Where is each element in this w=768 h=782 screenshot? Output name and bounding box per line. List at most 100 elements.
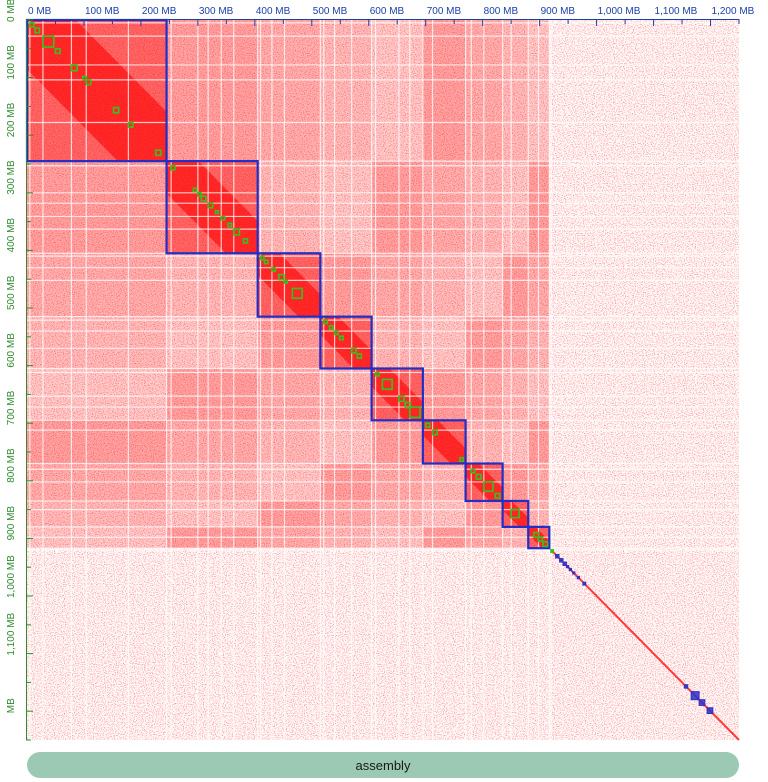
contig-box bbox=[207, 202, 214, 209]
left-axis-tick-label: 400 MB bbox=[6, 218, 17, 253]
chromosome-box bbox=[527, 525, 551, 550]
contig-box bbox=[277, 273, 285, 281]
scaffold-box bbox=[683, 684, 689, 689]
inter-chromosome-block bbox=[502, 316, 529, 369]
chromosome-box bbox=[421, 419, 467, 465]
left-axis-tick-label: 0 MB bbox=[6, 0, 17, 22]
inter-chromosome-block bbox=[502, 20, 529, 162]
scaffold-box bbox=[706, 707, 714, 715]
inter-chromosome-block bbox=[27, 420, 167, 464]
contig-box bbox=[192, 187, 198, 193]
contig-box bbox=[533, 531, 540, 539]
contig-box bbox=[42, 35, 55, 48]
top-axis-tick-label: 200 MB bbox=[142, 6, 177, 17]
contig-box bbox=[404, 401, 412, 409]
scaffold-box bbox=[582, 581, 587, 586]
contig-box bbox=[381, 378, 393, 391]
contig-box bbox=[85, 79, 92, 86]
top-axis-tick-label: 0 MB bbox=[28, 6, 52, 17]
chromosome-diagonal-signal bbox=[27, 20, 167, 162]
inter-chromosome-block bbox=[166, 253, 258, 317]
contig-box bbox=[54, 47, 61, 55]
inter-chromosome-block bbox=[422, 253, 466, 317]
chromosome-box bbox=[501, 499, 530, 528]
chromosome-diagonal-signal bbox=[502, 500, 529, 527]
top-axis-tick-label: 500 MB bbox=[313, 6, 348, 17]
contig-box bbox=[214, 209, 220, 215]
chromosome-diagonal-signal bbox=[257, 253, 321, 317]
contig-box bbox=[356, 353, 363, 359]
contig-box bbox=[537, 536, 544, 543]
contig-box bbox=[242, 238, 249, 244]
contig-box bbox=[154, 149, 162, 157]
top-axis-tick-label: 700 MB bbox=[427, 6, 462, 17]
top-axis-tick-label: 1,000 MB bbox=[598, 6, 641, 17]
inter-chromosome-block bbox=[320, 500, 372, 527]
contig-box bbox=[494, 492, 501, 499]
left-axis-tick-label: MB bbox=[6, 698, 17, 713]
contig-box bbox=[34, 27, 41, 34]
inter-chromosome-block bbox=[257, 420, 321, 464]
contig-box bbox=[459, 456, 465, 463]
left-axis-tick-label: 300 MB bbox=[6, 160, 17, 195]
contig-box bbox=[550, 549, 555, 554]
inter-chromosome-block bbox=[422, 316, 466, 369]
inter-chromosome-block bbox=[371, 20, 423, 162]
contig-box bbox=[112, 106, 120, 114]
inter-chromosome-block bbox=[502, 368, 529, 421]
contig-box bbox=[170, 164, 176, 171]
inter-chromosome-block bbox=[422, 500, 466, 527]
scaffold-box bbox=[568, 567, 573, 572]
contig-box bbox=[475, 473, 482, 480]
contig-box bbox=[398, 395, 405, 403]
scaffold-box bbox=[555, 554, 560, 559]
assembly-track-bar[interactable]: assembly bbox=[27, 752, 739, 778]
left-axis-tick-label: 100 MB bbox=[6, 45, 17, 80]
top-axis-tick-label: 400 MB bbox=[256, 6, 291, 17]
inter-chromosome-block bbox=[257, 500, 321, 527]
contig-box bbox=[200, 195, 207, 202]
inter-chromosome-block bbox=[422, 368, 466, 421]
inter-chromosome-block bbox=[320, 161, 372, 254]
contig-box bbox=[470, 468, 476, 474]
inter-chromosome-block bbox=[27, 368, 167, 421]
top-axis-tick-label: 900 MB bbox=[541, 6, 576, 17]
top-axis-tick-label: 800 MB bbox=[484, 6, 519, 17]
inter-chromosome-block bbox=[371, 420, 423, 464]
scaffold-box bbox=[565, 564, 570, 569]
contig-box bbox=[322, 319, 328, 325]
chromosome-box bbox=[464, 462, 504, 503]
contig-box bbox=[291, 287, 303, 300]
top-axis-tick-label: 300 MB bbox=[199, 6, 234, 17]
contig-box bbox=[70, 64, 78, 72]
contig-box bbox=[82, 75, 88, 81]
scaffold-box bbox=[576, 575, 581, 580]
inter-chromosome-block bbox=[27, 500, 167, 527]
chromosome-box bbox=[370, 367, 424, 422]
inter-chromosome-block bbox=[257, 161, 321, 254]
contig-box bbox=[29, 22, 35, 28]
inter-chromosome-block bbox=[371, 500, 423, 527]
left-axis-tick-label: 600 MB bbox=[6, 333, 17, 368]
left-axis-tick-label: 1,000 MB bbox=[6, 555, 17, 598]
contig-box bbox=[232, 228, 241, 236]
inter-chromosome-block bbox=[257, 20, 321, 162]
scaffold-box bbox=[572, 571, 576, 575]
inter-chromosome-block bbox=[320, 253, 372, 317]
inter-chromosome-block bbox=[166, 500, 258, 527]
contig-box bbox=[263, 259, 269, 265]
chromosome-diagonal-signal bbox=[422, 420, 466, 464]
contig-box bbox=[127, 121, 134, 128]
left-axis-tick-label: 500 MB bbox=[6, 275, 17, 310]
contig-box bbox=[338, 335, 344, 341]
contig-box bbox=[333, 330, 339, 336]
inter-chromosome-block bbox=[502, 161, 529, 254]
inter-chromosome-block bbox=[257, 316, 321, 369]
contig-boxes bbox=[29, 22, 555, 554]
inter-chromosome-block bbox=[502, 253, 529, 317]
contig-box bbox=[271, 266, 277, 272]
contig-box bbox=[283, 279, 289, 285]
chromosome-box bbox=[165, 160, 259, 255]
scaffold-box bbox=[562, 561, 567, 566]
